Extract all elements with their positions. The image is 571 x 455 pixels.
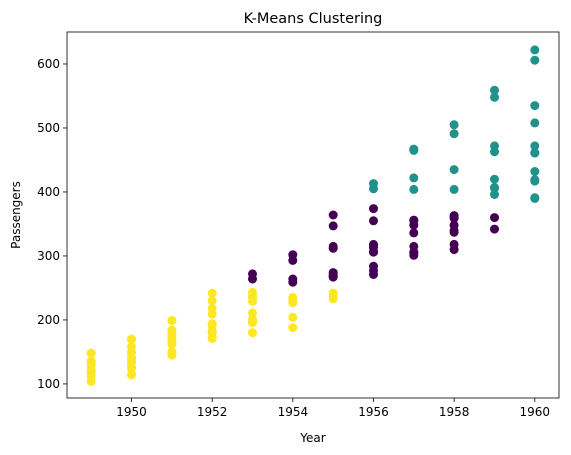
- cluster-1-point: [288, 277, 298, 287]
- y-tick-label: 400: [37, 185, 60, 199]
- y-axis-label: Passengers: [9, 181, 23, 249]
- cluster-1-point: [409, 228, 419, 238]
- cluster-0-point: [127, 353, 136, 363]
- chart-title: K-Means Clustering: [244, 11, 383, 27]
- cluster-0-point: [207, 288, 217, 298]
- cluster-2-point: [490, 190, 499, 199]
- x-axis-ticks: 1950 1952 1954 1956 1958 1960: [116, 398, 550, 419]
- cluster-1-point: [490, 224, 499, 234]
- cluster-0-point: [86, 356, 96, 366]
- cluster-2-point: [369, 184, 378, 194]
- cluster-1-point: [328, 268, 338, 278]
- cluster-1-point: [369, 247, 378, 257]
- cluster-2-point: [490, 174, 499, 184]
- cluster-0-point: [86, 348, 96, 358]
- cluster-1-point: [409, 216, 419, 226]
- cluster-0-point: [167, 337, 177, 347]
- cluster-0-point: [328, 291, 338, 301]
- cluster-2-point: [530, 101, 540, 111]
- cluster-0-point: [167, 316, 177, 326]
- cluster-0-point: [207, 319, 217, 329]
- y-tick-label: 200: [37, 313, 60, 327]
- cluster-2-point: [409, 173, 419, 183]
- cluster-0-point: [127, 334, 136, 344]
- y-tick-label: 300: [37, 249, 60, 263]
- cluster-1-point: [248, 269, 257, 279]
- cluster-0-point: [288, 312, 298, 322]
- cluster-1-point: [369, 239, 378, 249]
- x-tick-label: 1960: [520, 405, 551, 419]
- cluster-0-point: [248, 328, 257, 338]
- cluster-0-point: [127, 342, 136, 352]
- cluster-2-point: [530, 45, 540, 55]
- cluster-0-point: [288, 323, 298, 333]
- x-tick-label: 1950: [116, 405, 147, 419]
- y-tick-label: 500: [37, 121, 60, 135]
- cluster-1-point: [449, 245, 459, 255]
- cluster-0-point: [248, 308, 257, 318]
- cluster-1-point: [369, 270, 378, 279]
- cluster-2-point: [530, 55, 540, 65]
- x-tick-label: 1952: [197, 405, 228, 419]
- cluster-0-point: [167, 325, 177, 335]
- cluster-0-point: [207, 296, 217, 306]
- cluster-2-point: [530, 193, 540, 203]
- cluster-0-point: [86, 376, 96, 386]
- cluster-1-point: [409, 248, 419, 258]
- cluster-2-point: [409, 184, 419, 194]
- y-tick-label: 600: [37, 57, 60, 71]
- cluster-2-point: [490, 147, 499, 157]
- cluster-1-point: [449, 220, 459, 230]
- cluster-1-point: [449, 213, 459, 223]
- y-tick-label: 100: [37, 377, 60, 391]
- cluster-1-point: [288, 255, 298, 265]
- cluster-0-point: [248, 314, 257, 324]
- cluster-2-point: [530, 118, 540, 128]
- cluster-0-point: [207, 309, 217, 319]
- cluster-0-point: [207, 333, 217, 343]
- cluster-0-point: [248, 291, 257, 301]
- cluster-2-point: [530, 141, 540, 151]
- cluster-2-point: [449, 184, 459, 194]
- cluster-0-point: [167, 350, 177, 359]
- cluster-0-point: [127, 370, 136, 380]
- plot-points: [86, 45, 540, 386]
- cluster-1-point: [369, 216, 378, 226]
- cluster-2-point: [409, 144, 419, 154]
- y-axis-ticks: 100 200 300 400 500 600: [37, 57, 67, 391]
- cluster-2-point: [530, 167, 540, 176]
- cluster-1-point: [328, 210, 338, 220]
- x-tick-label: 1954: [278, 405, 309, 419]
- cluster-0-point: [86, 367, 96, 377]
- plot-frame: [66, 31, 560, 399]
- x-axis-label: Year: [299, 431, 325, 445]
- cluster-0-point: [288, 296, 298, 306]
- cluster-1-point: [490, 213, 499, 223]
- cluster-2-point: [490, 85, 499, 95]
- cluster-1-point: [328, 221, 338, 231]
- cluster-2-point: [449, 129, 459, 139]
- cluster-2-point: [530, 175, 540, 185]
- x-tick-label: 1956: [358, 405, 389, 419]
- x-tick-label: 1958: [439, 405, 470, 419]
- cluster-1-point: [328, 243, 338, 253]
- cluster-2-point: [530, 148, 540, 158]
- cluster-1-point: [369, 204, 378, 214]
- cluster-2-point: [490, 92, 499, 102]
- cluster-1-point: [449, 227, 459, 237]
- cluster-2-point: [449, 165, 459, 175]
- cluster-2-point: [449, 120, 459, 130]
- cluster-2-point: [490, 183, 499, 192]
